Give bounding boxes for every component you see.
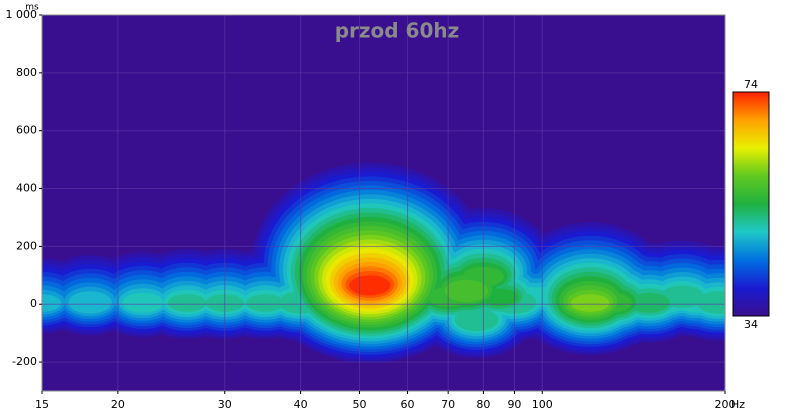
y-axis-label: ms [25, 3, 39, 13]
y-tick-label: -200 [12, 355, 37, 368]
x-tick-label: 90 [507, 398, 521, 411]
heat-contour [122, 292, 164, 313]
colorbar-min: 34 [744, 318, 758, 331]
x-tick-label: 15 [35, 398, 49, 411]
x-tick-label: 70 [441, 398, 455, 411]
heat-contour [628, 292, 670, 313]
x-tick-label: 200 [715, 398, 736, 411]
heat-contour [167, 294, 207, 312]
y-tick-label: 0 [30, 297, 37, 310]
x-tick-label: 20 [111, 398, 125, 411]
plot-frame [41, 14, 726, 392]
colorbar-max: 74 [744, 78, 758, 91]
y-tick-label: 1 000 [6, 8, 38, 21]
x-tick-label: 60 [401, 398, 415, 411]
heat-contour [349, 275, 391, 296]
heat-contour [660, 285, 704, 308]
y-tick-label: 800 [16, 66, 37, 79]
heat-contour [696, 291, 725, 314]
heat-contour [571, 294, 610, 312]
x-tick-label: 30 [218, 398, 232, 411]
x-tick-label: 80 [476, 398, 490, 411]
x-tick-label: 40 [294, 398, 308, 411]
x-tick-label: 100 [532, 398, 553, 411]
heat-contour [42, 294, 62, 312]
y-tick-label: 200 [16, 239, 37, 252]
y-tick-label: 600 [16, 124, 37, 137]
heat-contour [454, 308, 499, 331]
colorbar [732, 91, 770, 317]
y-tick-label: 400 [16, 182, 37, 195]
x-axis-label: Hz [731, 398, 745, 411]
chart-title: przod 60hz [335, 19, 460, 43]
heat-contour [68, 291, 112, 314]
x-tick-label: 50 [352, 398, 366, 411]
heat-contour [246, 294, 285, 312]
heat-contour [444, 279, 489, 303]
